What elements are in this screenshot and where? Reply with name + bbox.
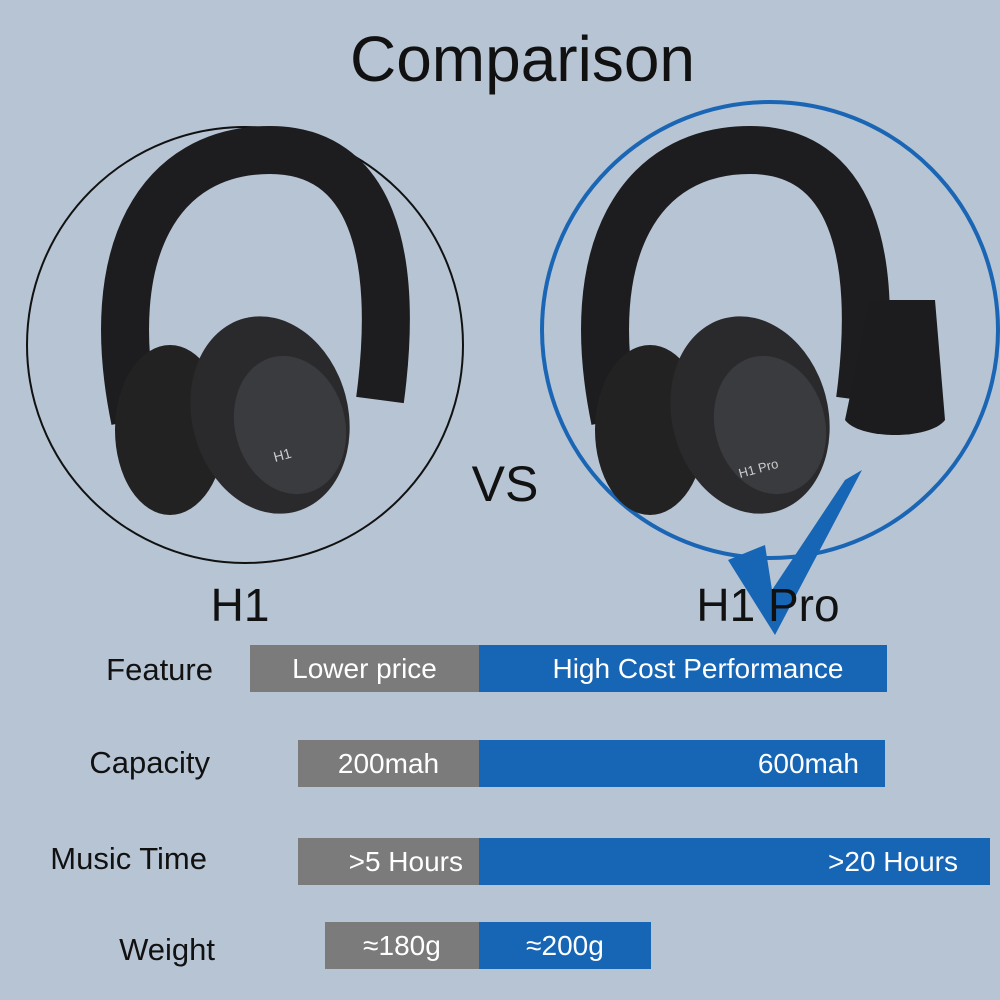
vs-label: VS <box>471 456 539 512</box>
left-cell: 200mah <box>298 740 479 787</box>
product-name: H1 Pro <box>696 579 840 631</box>
right-cell: 600mah <box>479 740 885 787</box>
title: Comparison <box>349 23 696 95</box>
right-cell: High Cost Performance <box>479 645 887 692</box>
right-cell: >20 Hours <box>479 838 990 885</box>
row-label: Feature <box>106 652 213 687</box>
product-name: H1 <box>210 579 270 631</box>
left-cell: Lower price <box>250 645 479 692</box>
row-label: Capacity <box>89 745 210 780</box>
checkmark <box>728 470 862 635</box>
row-label: Music Time <box>50 841 207 876</box>
left-cell: ≈180g <box>325 922 479 969</box>
left-cell: >5 Hours <box>298 838 479 885</box>
headphone-h1 <box>101 125 410 515</box>
carry-bag <box>845 300 945 435</box>
headphone-h1-pro <box>581 125 890 515</box>
product-circle <box>26 126 464 564</box>
product-circle <box>540 100 1000 560</box>
row-label: Weight <box>119 932 215 967</box>
right-cell: ≈200g <box>479 922 651 969</box>
